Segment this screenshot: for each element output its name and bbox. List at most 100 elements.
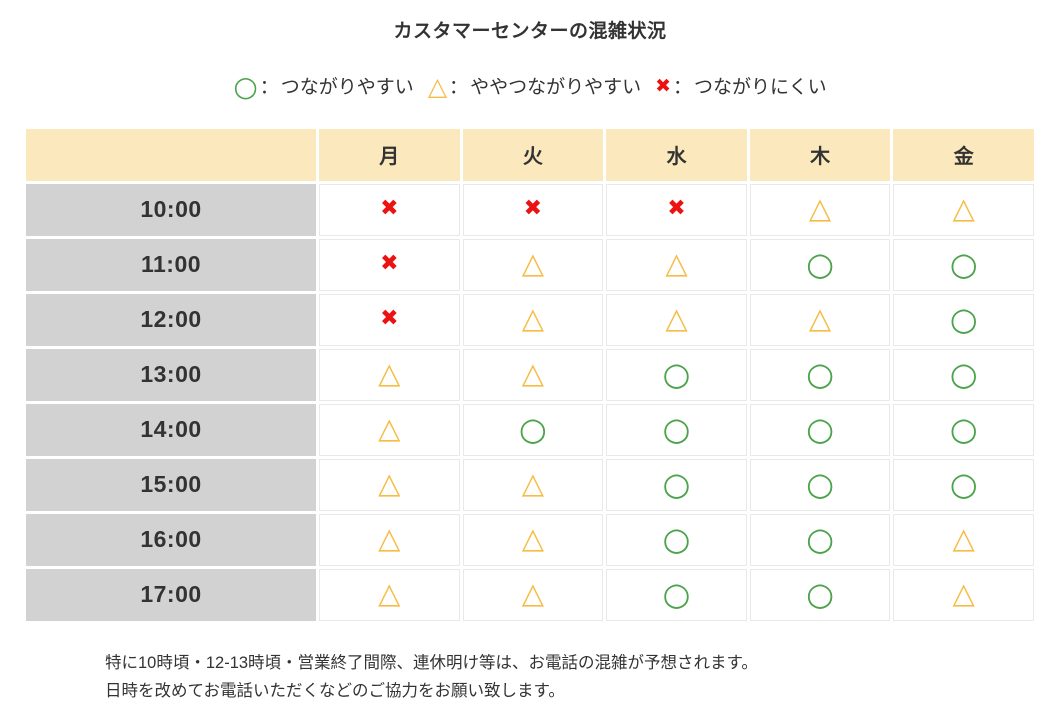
status-cell: △ bbox=[606, 238, 747, 291]
status-cell: ○ bbox=[749, 238, 891, 291]
status-cell: △ bbox=[319, 403, 460, 456]
triangle-icon: △ bbox=[521, 246, 545, 281]
status-cell: △ bbox=[606, 293, 747, 346]
circle-icon: ○ bbox=[662, 409, 691, 448]
triangle-icon: △ bbox=[521, 466, 545, 501]
triangle-icon: △ bbox=[665, 246, 688, 281]
status-cell: ✖ bbox=[606, 183, 747, 236]
x-icon: ✖ bbox=[523, 195, 543, 221]
circle-icon: ○ bbox=[949, 244, 978, 283]
status-cell: ○ bbox=[749, 513, 891, 566]
table-row: 12:00 ✖ △ △ △ ○ bbox=[26, 293, 1034, 346]
status-cell: ○ bbox=[893, 348, 1034, 401]
time-cell: 16:00 bbox=[26, 513, 316, 566]
triangle-icon: △ bbox=[665, 301, 688, 336]
circle-icon: ○ bbox=[518, 409, 547, 448]
status-cell: ○ bbox=[749, 403, 891, 456]
table-row: 16:00 △ △ ○ ○ △ bbox=[26, 513, 1034, 566]
page-title: カスタマーセンターの混雑状況 bbox=[393, 21, 667, 42]
triangle-icon: △ bbox=[952, 521, 975, 556]
time-cell: 12:00 bbox=[26, 293, 316, 346]
legend-label: つながりやすい bbox=[280, 77, 414, 98]
status-cell: △ bbox=[319, 513, 460, 566]
legend-separator: ： bbox=[259, 77, 279, 98]
status-cell: ○ bbox=[893, 238, 1034, 291]
circle-icon: ○ bbox=[949, 354, 978, 393]
status-cell: △ bbox=[893, 568, 1034, 621]
status-cell: △ bbox=[749, 293, 891, 346]
status-cell: ○ bbox=[749, 568, 891, 621]
corner-header-cell bbox=[26, 128, 316, 181]
time-cell: 10:00 bbox=[26, 183, 316, 236]
circle-icon: ○ bbox=[806, 409, 835, 448]
circle-icon: ○ bbox=[662, 464, 691, 503]
x-icon: ✖ bbox=[655, 75, 671, 98]
legend-item-triangle: △：ややつながりやすい bbox=[428, 74, 642, 99]
status-cell: △ bbox=[319, 458, 460, 511]
circle-icon: ○ bbox=[806, 464, 835, 503]
time-cell: 17:00 bbox=[26, 568, 316, 621]
time-cell: 11:00 bbox=[26, 238, 316, 291]
triangle-icon: △ bbox=[808, 191, 832, 226]
status-cell: △ bbox=[462, 238, 604, 291]
status-cell: △ bbox=[893, 513, 1034, 566]
table-row: 11:00 ✖ △ △ ○ ○ bbox=[26, 238, 1034, 291]
circle-icon: ○ bbox=[662, 519, 691, 558]
triangle-icon: △ bbox=[521, 576, 545, 611]
day-header-cell: 金 bbox=[893, 128, 1034, 181]
circle-icon: ○ bbox=[806, 574, 835, 613]
status-cell: △ bbox=[749, 183, 891, 236]
legend-label: ややつながりやすい bbox=[470, 77, 642, 98]
triangle-icon: △ bbox=[808, 301, 832, 336]
triangle-icon: △ bbox=[521, 356, 545, 391]
time-cell: 13:00 bbox=[26, 348, 316, 401]
congestion-page: カスタマーセンターの混雑状況 ○：つながりやすい △：ややつながりやすい ✖：つなが… bbox=[0, 16, 1060, 705]
day-header-cell: 水 bbox=[606, 128, 747, 181]
circle-icon: ○ bbox=[662, 574, 691, 613]
status-cell: △ bbox=[462, 458, 604, 511]
status-cell: ✖ bbox=[462, 183, 604, 236]
status-cell: ○ bbox=[749, 458, 891, 511]
status-cell: ✖ bbox=[319, 183, 460, 236]
circle-icon: ○ bbox=[806, 519, 835, 558]
table-row: 13:00 △ △ ○ ○ ○ bbox=[26, 348, 1034, 401]
status-cell: △ bbox=[462, 348, 604, 401]
table-row: 17:00 △ △ ○ ○ △ bbox=[26, 568, 1034, 621]
triangle-icon: △ bbox=[378, 411, 401, 446]
day-header-cell: 木 bbox=[749, 128, 891, 181]
x-icon: ✖ bbox=[380, 250, 399, 276]
legend-label: つながりにくい bbox=[694, 77, 827, 98]
status-cell: △ bbox=[319, 348, 460, 401]
status-cell: ○ bbox=[606, 458, 747, 511]
status-cell: △ bbox=[319, 568, 460, 621]
status-cell: ○ bbox=[606, 348, 747, 401]
status-cell: ○ bbox=[893, 293, 1034, 346]
x-icon: ✖ bbox=[380, 305, 399, 331]
triangle-icon: △ bbox=[378, 576, 401, 611]
status-cell: △ bbox=[462, 293, 604, 346]
circle-icon: ○ bbox=[662, 354, 691, 393]
table-row: 14:00 △ ○ ○ ○ ○ bbox=[26, 403, 1034, 456]
status-cell: ○ bbox=[606, 403, 747, 456]
legend-separator: ： bbox=[449, 77, 469, 98]
circle-icon: ○ bbox=[949, 464, 978, 503]
triangle-icon: △ bbox=[952, 191, 975, 226]
time-cell: 14:00 bbox=[26, 403, 316, 456]
status-cell: △ bbox=[462, 513, 604, 566]
table-header-row: 月火水木金 bbox=[26, 128, 1034, 181]
circle-icon: ○ bbox=[949, 299, 978, 338]
congestion-table: 月火水木金 10:00 ✖ ✖ ✖ △ △ 11:00 ✖ △ △ ○ ○ 12:00 ✖ △ △ △ ○ 13:0… bbox=[23, 126, 1037, 624]
triangle-icon: △ bbox=[521, 301, 545, 336]
status-cell: ○ bbox=[749, 348, 891, 401]
status-cell: ○ bbox=[606, 513, 747, 566]
note-line-2: 日時を改めてお電話いただくなどのご協力をお願い致します。 bbox=[105, 681, 565, 700]
day-header-cell: 火 bbox=[462, 128, 604, 181]
notes: 特に10時頃・12-13時頃・営業終了間際、連休明け等は、お電話の混雑が予想され… bbox=[105, 650, 1037, 705]
x-icon: ✖ bbox=[380, 195, 399, 221]
day-header-cell: 月 bbox=[319, 128, 460, 181]
triangle-icon: △ bbox=[952, 576, 975, 611]
circle-icon: ○ bbox=[806, 354, 835, 393]
status-cell: △ bbox=[462, 568, 604, 621]
status-cell: ○ bbox=[893, 458, 1034, 511]
legend-separator: ： bbox=[673, 77, 693, 98]
